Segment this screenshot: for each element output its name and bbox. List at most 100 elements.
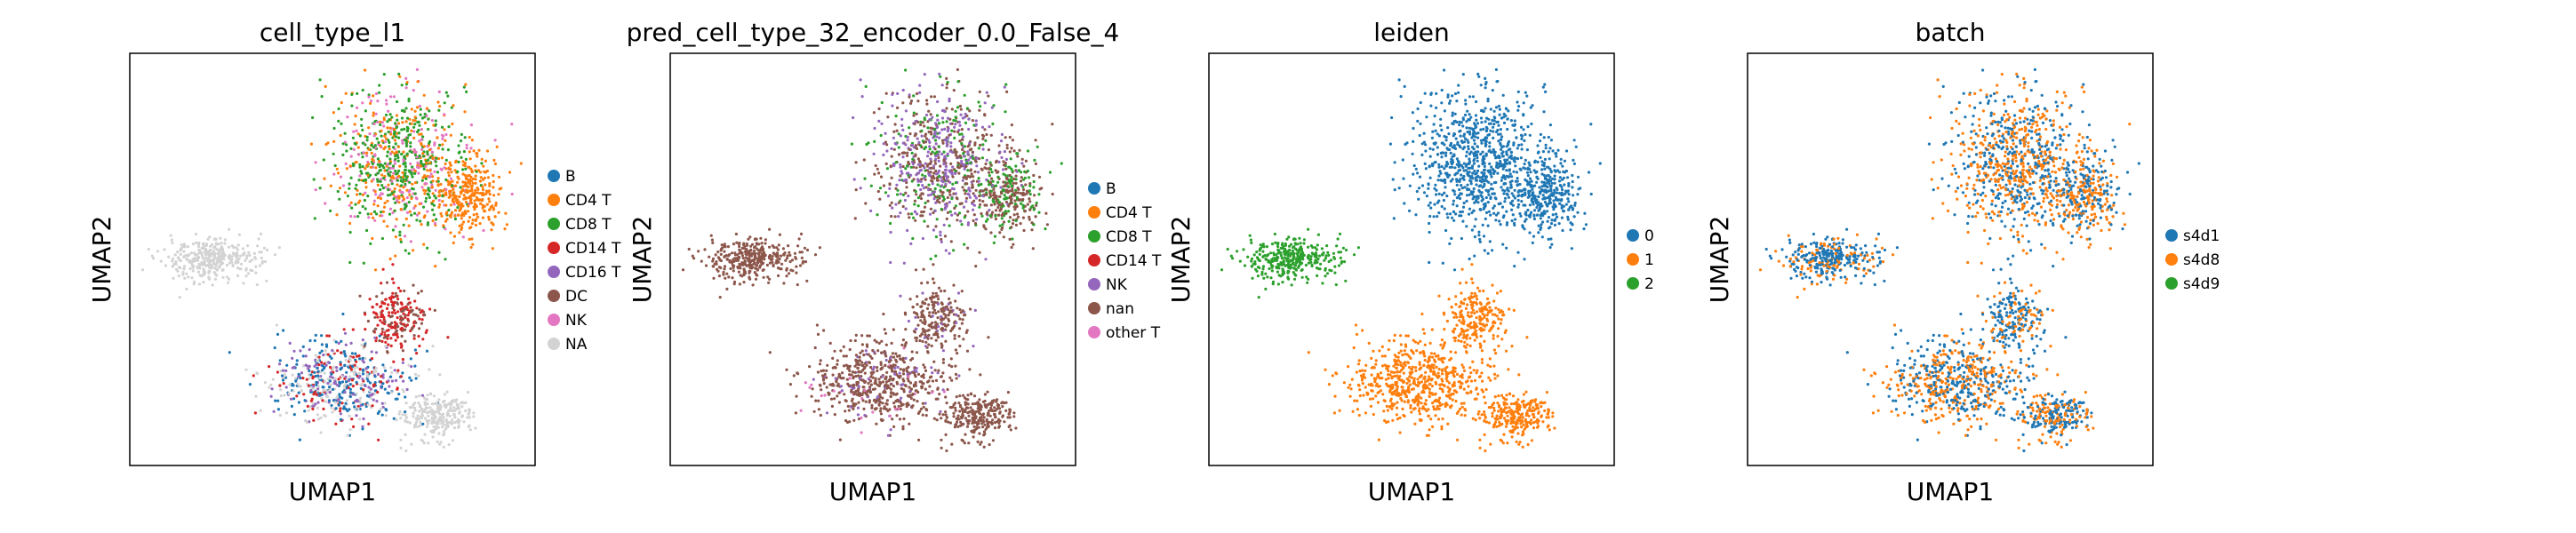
scatter-point <box>867 141 870 145</box>
scatter-point <box>251 269 254 273</box>
scatter-point <box>893 372 897 376</box>
scatter-point <box>900 123 904 127</box>
scatter-point <box>337 378 340 381</box>
scatter-point <box>969 307 972 311</box>
scatter-point <box>958 410 962 413</box>
scatter-point <box>305 420 309 424</box>
scatter-point <box>419 219 422 223</box>
scatter-point <box>969 169 972 172</box>
scatter-point <box>352 164 356 168</box>
scatter-point <box>993 406 996 410</box>
scatter-point <box>373 315 377 319</box>
scatter-point <box>410 196 413 201</box>
scatter-point <box>453 169 457 172</box>
scatter-point <box>958 344 962 348</box>
scatter-point <box>185 272 188 275</box>
scatter-point <box>316 401 320 404</box>
scatter-point <box>452 187 455 191</box>
scatter-point <box>711 257 716 260</box>
scatter-point <box>932 211 935 215</box>
scatter-point <box>741 257 745 260</box>
scatter-point <box>432 394 436 398</box>
scatter-point <box>1012 149 1016 153</box>
scatter-point <box>324 343 328 346</box>
scatter-point <box>720 246 724 250</box>
scatter-point <box>756 249 760 252</box>
scatter-point <box>372 134 376 138</box>
scatter-point <box>978 195 981 198</box>
scatter-point <box>1006 416 1010 419</box>
scatter-point <box>451 211 454 214</box>
scatter-point <box>436 147 440 150</box>
scatter-point <box>353 215 356 219</box>
scatter-point <box>932 131 936 135</box>
legend-marker <box>548 194 560 206</box>
scatter-point <box>878 187 883 190</box>
scatter-point <box>372 122 376 126</box>
scatter-point <box>947 314 950 317</box>
scatter-point <box>715 267 719 271</box>
scatter-point <box>893 363 897 367</box>
scatter-point <box>347 379 350 383</box>
scatter-point <box>323 413 326 418</box>
scatter-point <box>248 259 252 264</box>
scatter-point <box>926 155 930 158</box>
scatter-point <box>312 178 316 181</box>
scatter-point <box>386 150 389 154</box>
scatter-point <box>330 406 333 410</box>
scatter-point <box>960 128 964 131</box>
scatter-point <box>1013 199 1017 203</box>
scatter-point <box>394 142 397 146</box>
scatter-point <box>353 141 356 146</box>
scatter-point <box>182 265 187 268</box>
scatter-point <box>441 195 444 198</box>
scatter-point <box>965 107 969 110</box>
scatter-point <box>944 395 948 399</box>
scatter-point <box>896 188 900 192</box>
scatter-point <box>307 384 310 387</box>
scatter-point <box>948 421 952 425</box>
scatter-point <box>916 120 920 124</box>
scatter-point <box>911 157 915 161</box>
scatter-point <box>920 129 924 132</box>
scatter-point <box>971 186 974 189</box>
scatter-point <box>981 137 985 140</box>
scatter-point <box>197 244 201 249</box>
scatter-point <box>408 376 412 379</box>
scatter-point <box>339 361 342 364</box>
scatter-point <box>454 398 459 402</box>
scatter-point <box>940 290 943 293</box>
scatter-point <box>909 101 913 105</box>
scatter-point <box>358 401 363 404</box>
scatter-point <box>872 365 876 369</box>
scatter-point <box>929 152 933 155</box>
scatter-point <box>904 342 908 346</box>
scatter-point <box>460 155 463 159</box>
scatter-point <box>999 186 1003 189</box>
scatter-point <box>730 251 734 255</box>
scatter-point <box>878 401 883 404</box>
scatter-point <box>319 431 323 434</box>
scatter-point <box>315 393 318 396</box>
scatter-point <box>461 189 465 193</box>
scatter-point <box>1021 216 1025 219</box>
scatter-point <box>924 414 928 418</box>
scatter-point <box>415 219 419 222</box>
scatter-point <box>1012 219 1015 222</box>
scatter-point <box>368 132 372 136</box>
scatter-point <box>899 134 903 138</box>
scatter-point <box>963 216 966 219</box>
scatter-point <box>917 140 921 144</box>
scatter-point <box>364 167 367 171</box>
scatter-point <box>967 187 971 190</box>
scatter-point <box>932 146 936 149</box>
scatter-point <box>373 120 377 123</box>
scatter-point <box>357 418 362 421</box>
scatter-point <box>396 336 400 339</box>
scatter-point <box>896 91 900 95</box>
scatter-point <box>924 186 928 189</box>
scatter-point <box>348 414 351 418</box>
scatter-point <box>1060 162 1063 165</box>
scatter-point <box>364 384 367 388</box>
scatter-point <box>1022 228 1026 233</box>
